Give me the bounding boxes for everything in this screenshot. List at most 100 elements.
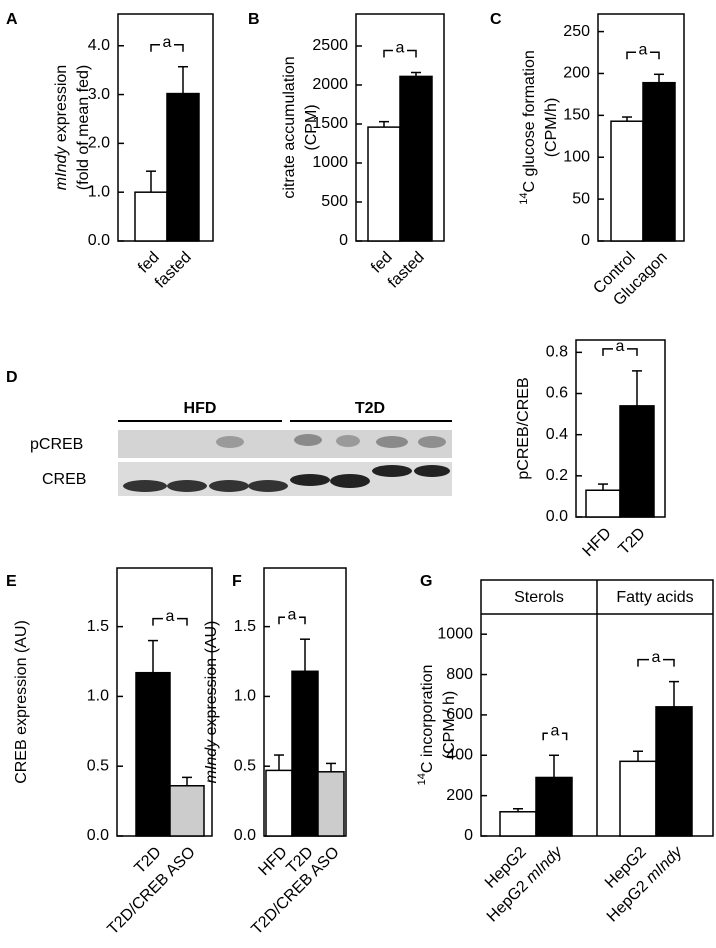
bar <box>619 405 655 518</box>
bar <box>642 81 676 242</box>
annotation: a <box>639 42 648 59</box>
panel-label: B <box>248 11 260 28</box>
annotation-bracket <box>150 43 184 52</box>
blot-group-label: T2D <box>355 400 385 417</box>
bar <box>134 191 168 242</box>
y-tick-label: 1.0 <box>234 688 256 705</box>
y-axis-label: (fold of mean fed) <box>75 65 92 190</box>
y-tick-label: 2500 <box>312 37 348 54</box>
y-tick-label: 0 <box>581 232 590 249</box>
band <box>290 474 330 486</box>
y-tick-label: 1.5 <box>234 618 256 635</box>
y-axis-label: (CPM) <box>303 104 320 150</box>
error-bar <box>411 71 421 77</box>
y-tick-label: 0.8 <box>546 344 568 361</box>
y-tick-label: 0.2 <box>546 467 568 484</box>
x-tick-label: fasted <box>385 249 428 292</box>
band <box>123 480 167 492</box>
y-tick-label: 150 <box>563 107 590 124</box>
band <box>209 480 249 492</box>
panel-label: C <box>490 11 502 28</box>
text-segment: mIndy <box>643 843 687 887</box>
bar <box>535 776 573 837</box>
bar <box>399 75 433 242</box>
band <box>414 465 450 477</box>
panel-label: A <box>6 11 18 28</box>
bar <box>610 120 644 242</box>
error-bar <box>598 483 608 491</box>
text-segment: mIndy <box>53 146 70 191</box>
blot-group-label: HFD <box>184 400 217 417</box>
y-tick-label: 1500 <box>312 115 348 132</box>
error-bar <box>633 750 643 762</box>
annotation-bracket <box>542 732 568 741</box>
annotation-bracket <box>626 51 660 60</box>
y-tick-label: 400 <box>446 746 473 763</box>
y-tick-label: 0 <box>339 232 348 249</box>
error-bar <box>513 808 523 812</box>
error-bar <box>178 65 188 94</box>
band <box>330 474 370 488</box>
panel-label: F <box>232 573 242 590</box>
error-bar <box>622 116 632 122</box>
y-tick-label: 0.0 <box>546 508 568 525</box>
annotation: a <box>652 649 661 666</box>
band <box>216 436 244 448</box>
bar <box>317 771 345 837</box>
bar <box>655 706 693 837</box>
bar <box>585 489 621 518</box>
bar <box>291 670 319 837</box>
text-segment: 14 <box>518 193 530 205</box>
y-axis-label: pCREB/CREB <box>515 377 532 479</box>
error-bar <box>379 120 389 128</box>
text-segment: 14 <box>416 773 428 785</box>
y-tick-label: 800 <box>446 666 473 683</box>
y-axis-label: (CPM/h) <box>543 98 560 158</box>
blot-row-label: CREB <box>42 471 86 488</box>
y-axis-label: CREB expression (AU) <box>13 620 30 784</box>
band <box>294 434 322 446</box>
band <box>376 436 408 448</box>
annotation: a <box>616 338 625 355</box>
group-label: Sterols <box>514 589 564 606</box>
error-bar <box>274 754 284 771</box>
text-segment: expression <box>53 65 70 147</box>
bar <box>166 92 200 242</box>
x-tick-label: T2D <box>615 525 648 558</box>
text-segment: C glucose formation <box>521 50 538 192</box>
y-tick-label: 0.6 <box>546 385 568 402</box>
y-tick-label: 0.0 <box>87 827 109 844</box>
annotation-bracket <box>383 49 417 58</box>
bar <box>367 126 401 242</box>
error-bar <box>654 73 664 83</box>
y-axis-label: 14C incorporation <box>416 665 436 786</box>
y-tick-label: 1.0 <box>87 688 109 705</box>
annotation-bracket <box>602 348 638 356</box>
x-tick-label: HFD <box>256 844 291 879</box>
bar <box>265 769 293 837</box>
panel-label: G <box>420 573 432 590</box>
y-tick-label: 0.0 <box>234 827 256 844</box>
y-tick-label: 4.0 <box>88 37 110 54</box>
y-axis-label: (CPM / h) <box>441 691 458 759</box>
band <box>372 465 412 477</box>
y-tick-label: 200 <box>563 65 590 82</box>
error-bar <box>146 170 156 193</box>
annotation: a <box>550 722 559 739</box>
y-tick-label: 0 <box>464 827 473 844</box>
y-tick-label: 200 <box>446 787 473 804</box>
y-tick-label: 1.0 <box>88 183 110 200</box>
error-bar <box>300 638 310 672</box>
panel-label: E <box>6 573 17 590</box>
error-bar <box>148 639 158 673</box>
y-tick-label: 3.0 <box>88 86 110 103</box>
annotation: a <box>396 40 405 57</box>
group-label: Fatty acids <box>616 589 693 606</box>
annotation: a <box>163 34 172 51</box>
y-tick-label: 500 <box>321 193 348 210</box>
y-tick-label: 600 <box>446 706 473 723</box>
bar <box>499 811 537 837</box>
western-blot: HFD T2D pCREB CREB <box>30 400 452 496</box>
y-axis-label: 14C glucose formation <box>518 50 538 205</box>
y-axis-label: mIndy expression <box>53 65 70 190</box>
